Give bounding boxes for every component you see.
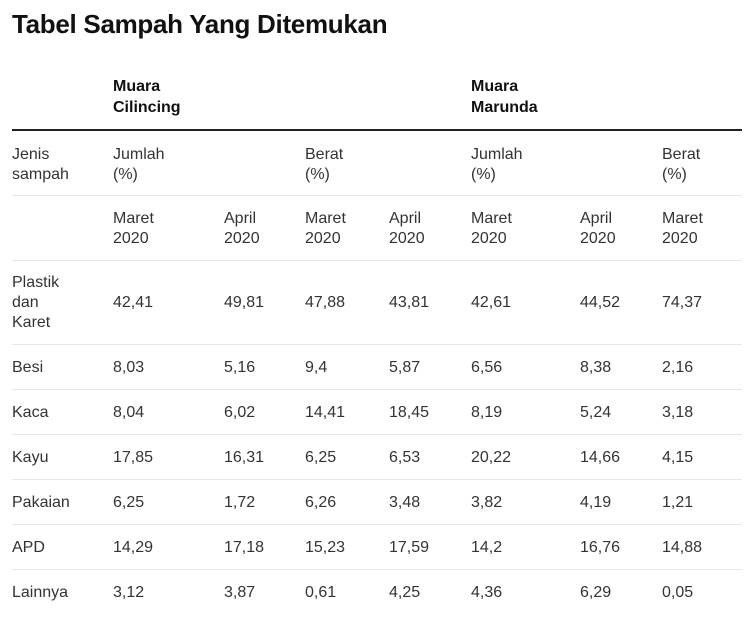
row-label: Plastik dan Karet — [12, 274, 60, 331]
group-header-line2: Marunda — [471, 99, 538, 116]
row-label: Kaca — [12, 403, 49, 421]
table-cell: 8,04 — [113, 403, 145, 421]
table-cell: 3,18 — [662, 403, 694, 421]
table-cell: 6,29 — [580, 583, 612, 601]
table-cell: 20,22 — [471, 448, 512, 466]
table-cell: 14,2 — [471, 538, 503, 556]
row-divider — [12, 389, 742, 390]
table-cell: 14,66 — [580, 448, 621, 466]
table-cell: 0,61 — [305, 583, 337, 601]
row-label: Lainnya — [12, 583, 69, 601]
table-cell: 9,4 — [305, 358, 328, 376]
row-divider — [12, 195, 742, 196]
row-label: Kayu — [12, 448, 49, 466]
header-month: Maret 2020 — [113, 210, 154, 247]
table-cell: 5,87 — [389, 358, 421, 376]
table-cell: 17,59 — [389, 538, 430, 556]
table-cell: 4,15 — [662, 448, 694, 466]
header-month: April 2020 — [580, 210, 616, 247]
group-header-line2: Cilincing — [113, 99, 181, 116]
table-cell: 16,31 — [224, 448, 265, 466]
table-cell: 14,41 — [305, 403, 346, 421]
header-measure: Jumlah (%) — [471, 146, 523, 183]
row-divider — [12, 260, 742, 261]
table-cell: 17,18 — [224, 538, 265, 556]
group-header-line1: Muara — [113, 78, 161, 95]
table-cell: 8,19 — [471, 403, 503, 421]
row-divider — [12, 479, 742, 480]
table-cell: 4,36 — [471, 583, 503, 601]
table-cell: 6,25 — [113, 493, 145, 511]
header-measure: Jumlah (%) — [113, 146, 165, 183]
table-cell: 3,48 — [389, 493, 421, 511]
row-label: Besi — [12, 358, 44, 376]
table-cell: 14,88 — [662, 538, 703, 556]
header-month: Maret 2020 — [471, 210, 512, 247]
table-cell: 14,29 — [113, 538, 154, 556]
header-month: April 2020 — [389, 210, 425, 247]
header-jenis-sampah: Jenis sampah — [12, 146, 69, 183]
table-cell: 6,56 — [471, 358, 503, 376]
table-cell: 47,88 — [305, 294, 346, 311]
table-cell: 4,19 — [580, 493, 612, 511]
table-cell: 2,16 — [662, 358, 694, 376]
table-cell: 6,53 — [389, 448, 421, 466]
table-cell: 43,81 — [389, 294, 430, 311]
group-header-line1: Muara — [471, 78, 519, 95]
table-cell: 3,82 — [471, 493, 503, 511]
row-label: Pakaian — [12, 493, 70, 511]
table-cell: 8,03 — [113, 358, 145, 376]
row-divider — [12, 569, 742, 570]
table-cell: 74,37 — [662, 294, 703, 311]
table-cell: 44,52 — [580, 294, 621, 311]
table-cell: 42,61 — [471, 294, 512, 311]
table-cell: 6,25 — [305, 448, 337, 466]
table-cell: 6,26 — [305, 493, 337, 511]
row-divider — [12, 434, 742, 435]
table-cell: 1,21 — [662, 493, 694, 511]
table-cell: 8,38 — [580, 358, 612, 376]
header-divider — [12, 129, 742, 131]
header-month: Maret 2020 — [662, 210, 703, 247]
table-cell: 0,05 — [662, 583, 694, 601]
table-cell: 1,72 — [224, 493, 256, 511]
table-cell: 5,16 — [224, 358, 256, 376]
group-header-cilincing: Muara Cilincing — [113, 76, 263, 118]
header-measure: Berat (%) — [305, 146, 344, 183]
table-cell: 3,87 — [224, 583, 256, 601]
table-cell: 15,23 — [305, 538, 346, 556]
table-cell: 4,25 — [389, 583, 421, 601]
group-header-marunda: Muara Marunda — [471, 76, 621, 118]
table-cell: 6,02 — [224, 403, 256, 421]
header-month: April 2020 — [224, 210, 260, 247]
table-cell: 16,76 — [580, 538, 621, 556]
row-divider — [12, 344, 742, 345]
table-cell: 5,24 — [580, 403, 612, 421]
table-cell: 49,81 — [224, 294, 265, 311]
table-title: Tabel Sampah Yang Ditemukan — [12, 9, 388, 39]
row-label: APD — [12, 538, 45, 556]
header-measure: Berat (%) — [662, 146, 701, 183]
table-cell: 42,41 — [113, 294, 154, 311]
table-cell: 18,45 — [389, 403, 430, 421]
row-divider — [12, 524, 742, 525]
table-cell: 17,85 — [113, 448, 154, 466]
table-cell: 3,12 — [113, 583, 145, 601]
header-month: Maret 2020 — [305, 210, 346, 247]
